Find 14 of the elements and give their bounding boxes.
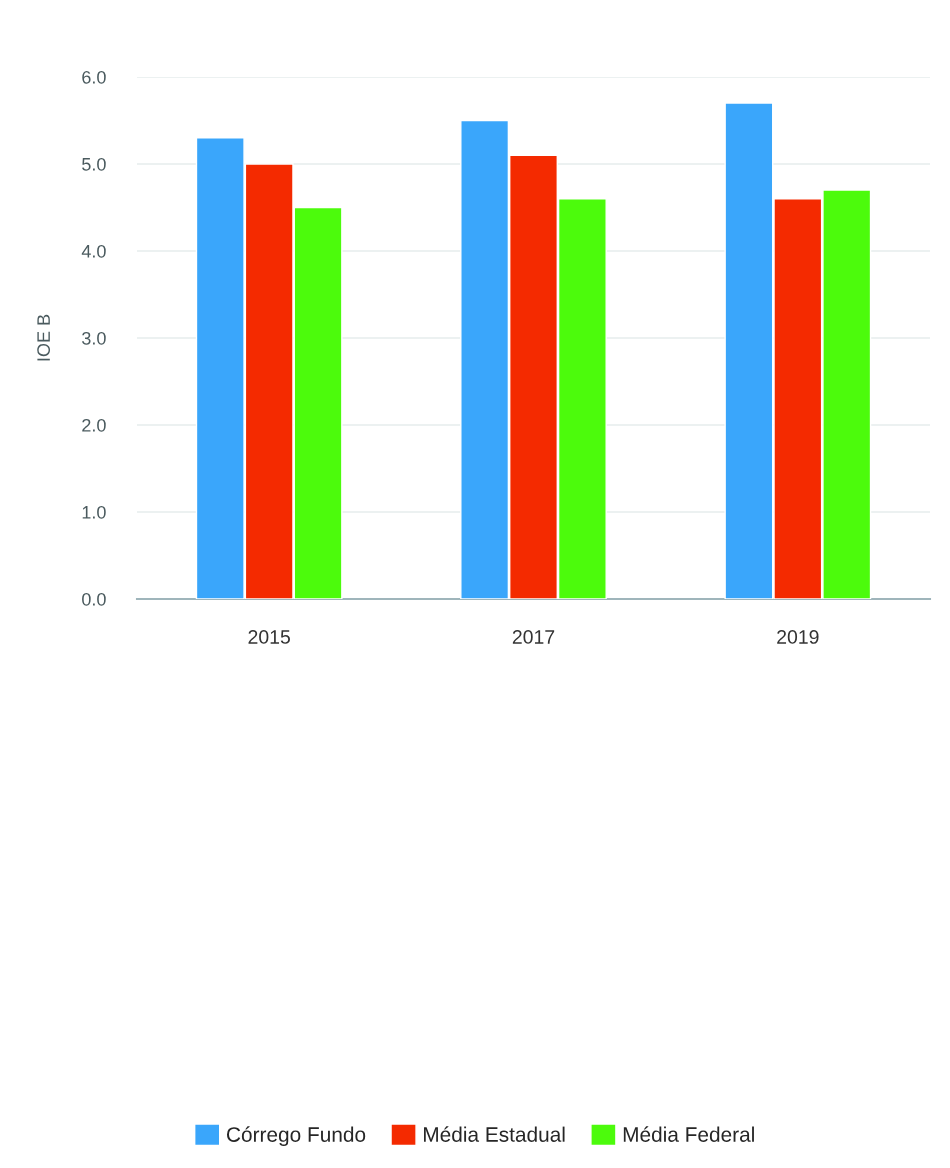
legend-label: Córrego Fundo — [227, 1126, 366, 1147]
x-tick-label: 2017 — [512, 630, 555, 644]
y-tick-label: 0.0 — [82, 592, 106, 606]
x-tick-label: 2019 — [777, 630, 819, 644]
y-tick-label: 4.0 — [81, 244, 106, 258]
y-tick-label: 5.0 — [82, 157, 106, 171]
legend-label: Média Estadual — [424, 1126, 565, 1142]
y-tick-label: 3.0 — [82, 331, 106, 345]
y-tick-label: 6.0 — [82, 70, 106, 84]
legend-label: Média Federal — [623, 1126, 754, 1142]
y-tick-label: 2.0 — [82, 418, 106, 432]
y-axis-title: IOE B — [37, 314, 50, 361]
x-tick-label: 2015 — [248, 630, 290, 644]
y-tick-label: 1.0 — [82, 505, 106, 519]
